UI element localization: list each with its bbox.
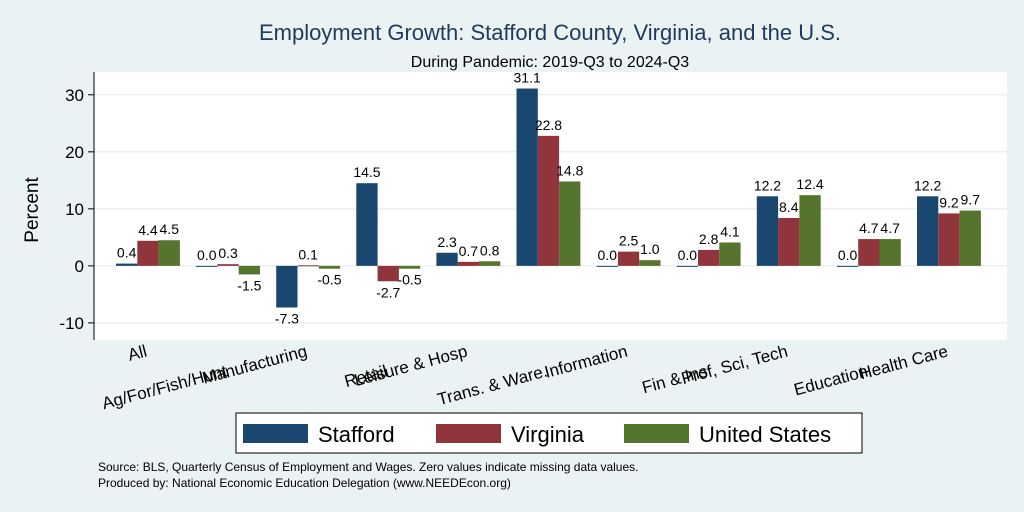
data-label: 14.8 bbox=[556, 162, 583, 178]
data-label: 12.2 bbox=[754, 177, 781, 193]
data-label: 1.0 bbox=[640, 241, 660, 257]
bar-stafford bbox=[596, 265, 618, 267]
data-label: 0.0 bbox=[197, 247, 217, 263]
bar-united-states bbox=[959, 210, 981, 266]
y-tick-label: 10 bbox=[65, 200, 84, 219]
bar-united-states bbox=[639, 260, 661, 266]
bar-virginia bbox=[137, 240, 159, 266]
bar-united-states bbox=[398, 265, 421, 269]
bar-united-states bbox=[238, 265, 260, 275]
data-label: 4.4 bbox=[138, 222, 158, 238]
data-label: 31.1 bbox=[514, 70, 541, 86]
bars bbox=[116, 88, 981, 308]
data-label: -1.5 bbox=[237, 277, 261, 293]
data-label: 0.7 bbox=[459, 243, 479, 259]
y-tick-label: 0 bbox=[75, 257, 84, 276]
data-label: 9.7 bbox=[961, 192, 981, 208]
bar-united-states bbox=[318, 265, 341, 269]
data-label: 4.1 bbox=[720, 223, 740, 239]
y-axis-ticks: -10 0 10 20 30 bbox=[59, 86, 94, 333]
data-label: 0.8 bbox=[480, 242, 500, 258]
data-label: 4.7 bbox=[859, 220, 879, 236]
bar-virginia bbox=[938, 213, 960, 266]
data-label: 0.4 bbox=[117, 245, 137, 261]
bar-virginia bbox=[217, 264, 239, 266]
bar-stafford bbox=[116, 263, 138, 266]
bar-stafford bbox=[356, 183, 378, 266]
legend-label-virginia: Virginia bbox=[511, 422, 585, 447]
data-label: 0.0 bbox=[678, 247, 698, 263]
data-label: -7.3 bbox=[275, 310, 299, 326]
bar-stafford bbox=[196, 265, 218, 267]
data-label: 9.2 bbox=[939, 194, 959, 210]
data-label: 4.7 bbox=[880, 220, 900, 236]
data-label: -0.5 bbox=[317, 272, 341, 288]
legend-box bbox=[235, 412, 863, 454]
bar-stafford bbox=[836, 265, 859, 267]
y-tick-label: 20 bbox=[65, 143, 84, 162]
data-label: 12.2 bbox=[914, 177, 941, 193]
category-label: Manufacturing bbox=[200, 342, 309, 388]
data-label: 2.5 bbox=[619, 233, 639, 249]
y-tick-label: -10 bbox=[59, 314, 84, 333]
data-label: 0.0 bbox=[838, 247, 858, 263]
bar-stafford bbox=[516, 88, 538, 266]
category-label: Prof, Sci, Tech bbox=[679, 342, 789, 389]
data-label: 8.4 bbox=[779, 199, 799, 215]
bar-virginia bbox=[457, 261, 479, 266]
data-labels: 0.44.4 4.50.0 0.3-1.5-7.30.1-0.514.5-2.7-0… bbox=[117, 70, 980, 327]
bar-united-states bbox=[879, 239, 901, 266]
bar-virginia bbox=[778, 217, 800, 266]
bar-united-states bbox=[158, 240, 180, 266]
bar-stafford bbox=[436, 252, 458, 266]
data-label: 4.5 bbox=[160, 221, 180, 237]
data-label: 0.1 bbox=[298, 246, 318, 262]
bar-virginia bbox=[537, 135, 560, 266]
data-label: -0.5 bbox=[397, 272, 421, 288]
data-label: 0.0 bbox=[598, 247, 618, 263]
bar-virginia bbox=[297, 265, 319, 267]
category-label: All bbox=[126, 342, 149, 365]
data-label: 14.5 bbox=[353, 164, 380, 180]
legend-label-united-states: United States bbox=[699, 422, 831, 447]
data-label: 2.8 bbox=[699, 231, 719, 247]
bar-united-states bbox=[799, 195, 821, 266]
legend-swatch-virginia bbox=[436, 424, 501, 443]
category-label: Health Care bbox=[857, 342, 950, 384]
data-label: 0.3 bbox=[218, 245, 238, 261]
y-tick-label: 30 bbox=[65, 86, 84, 105]
y-axis-label: Percent bbox=[22, 177, 43, 243]
data-label: 22.8 bbox=[535, 117, 562, 133]
bar-virginia bbox=[377, 265, 399, 282]
category-label: Trans. & Ware. bbox=[435, 362, 549, 410]
bar-virginia bbox=[617, 251, 640, 266]
chart-title: Employment Growth: Stafford County, Virg… bbox=[259, 20, 841, 45]
legend-swatch-stafford bbox=[243, 424, 308, 443]
category-label: Information bbox=[543, 342, 630, 382]
legend-label-stafford: Stafford bbox=[318, 422, 395, 447]
bar-virginia bbox=[698, 249, 720, 266]
data-label: 2.3 bbox=[437, 234, 457, 250]
data-label: 12.4 bbox=[796, 176, 823, 192]
bar-united-states bbox=[719, 242, 741, 266]
bar-virginia bbox=[858, 239, 880, 266]
source-note: Source: BLS, Quarterly Census of Employm… bbox=[98, 460, 638, 474]
chart-subtitle: During Pandemic: 2019-Q3 to 2024-Q3 bbox=[411, 54, 689, 71]
bar-stafford bbox=[756, 196, 779, 266]
bar-united-states bbox=[559, 181, 581, 266]
bar-united-states bbox=[479, 261, 501, 266]
bar-stafford bbox=[917, 196, 939, 266]
legend-swatch-united-states bbox=[624, 424, 689, 443]
bar-stafford bbox=[676, 265, 698, 267]
data-label: -2.7 bbox=[376, 284, 400, 300]
bar-stafford bbox=[276, 265, 298, 308]
produced-note: Produced by: National Economic Education… bbox=[98, 476, 511, 490]
legend: Stafford Virginia United States bbox=[235, 412, 863, 454]
